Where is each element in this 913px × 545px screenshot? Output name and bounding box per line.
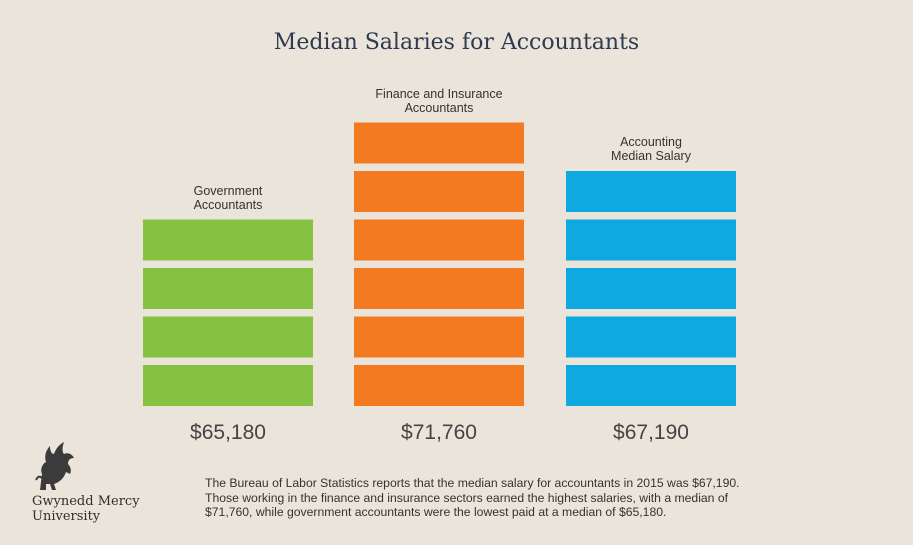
bar-segment	[143, 365, 313, 406]
bar-segment	[354, 219, 524, 261]
bar-segment	[143, 268, 313, 309]
bar-segment	[354, 365, 524, 406]
bar-segment	[354, 316, 524, 358]
bar-segment	[143, 316, 313, 358]
footnote-line2: Those working in the finance and insuran…	[205, 490, 729, 505]
bar-segment	[566, 219, 736, 261]
bar-segment	[143, 219, 313, 261]
bar-segment	[354, 122, 524, 164]
value-label: $67,190	[613, 421, 689, 444]
bar-segment	[354, 268, 524, 309]
griffin-icon	[35, 442, 74, 490]
university-name-line1: Gwynedd Mercy	[32, 494, 140, 509]
university-name-line2: University	[32, 509, 101, 524]
bar-segment	[566, 171, 736, 212]
footnote: The Bureau of Labor Statistics reports t…	[205, 476, 825, 520]
value-label: $65,180	[190, 421, 266, 444]
bar-segment	[566, 365, 736, 406]
category-label: Accounting Median Salary	[611, 135, 691, 163]
bar-segment	[566, 268, 736, 309]
university-logo	[32, 440, 78, 497]
bar-segment	[566, 316, 736, 358]
bar-segment	[354, 171, 524, 212]
footnote-line3: $71,760, while government accountants we…	[205, 505, 667, 519]
chart-title: Median Salaries for Accountants	[273, 30, 640, 55]
category-label: Finance and Insurance Accountants	[375, 86, 503, 115]
university-name: Gwynedd Mercy University	[32, 494, 140, 524]
category-label: Government Accountants	[193, 183, 263, 212]
footnote-line1: The Bureau of Labor Statistics reports t…	[205, 476, 740, 490]
value-label: $71,760	[401, 421, 477, 444]
